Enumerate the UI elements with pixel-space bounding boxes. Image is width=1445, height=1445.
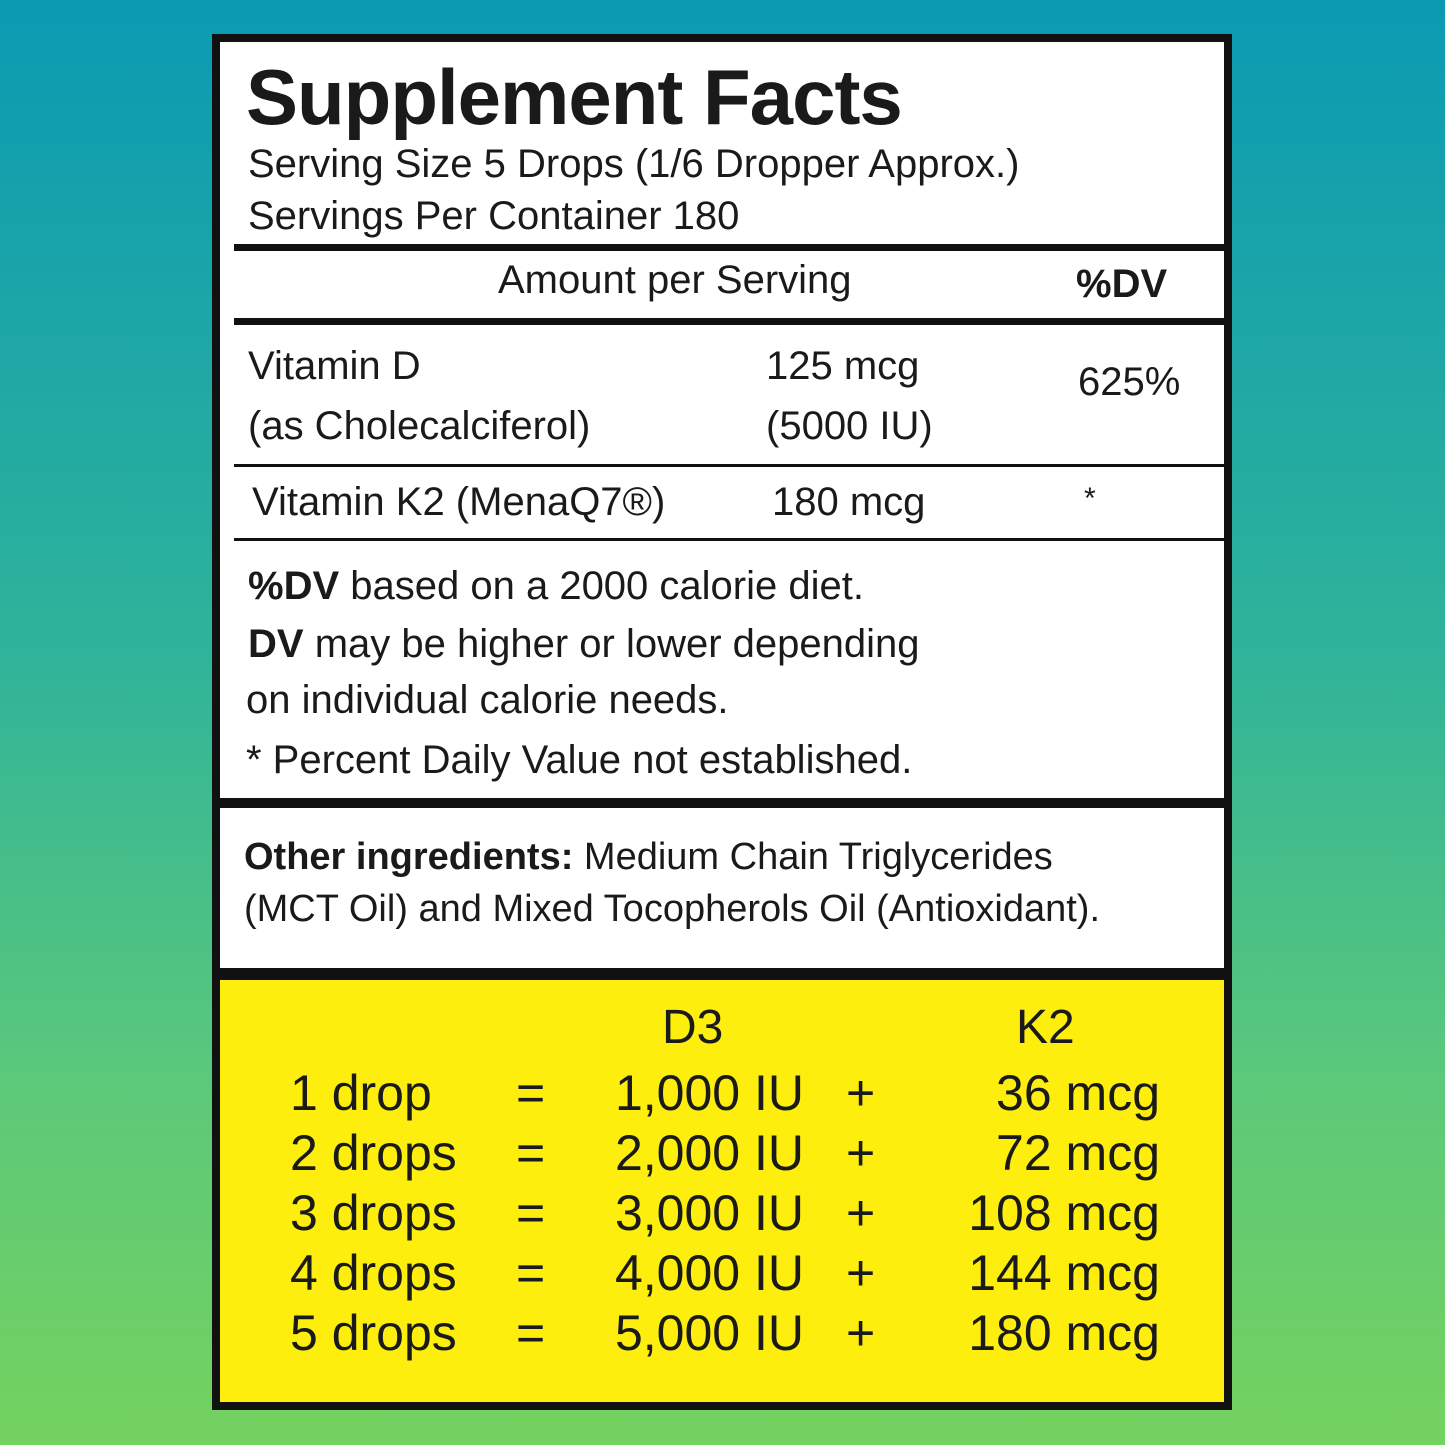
d3-amount: 2,000 IU bbox=[614, 1125, 804, 1181]
k2-header: K2 bbox=[1016, 1001, 1075, 1054]
dv-note-3: on individual calorie needs. bbox=[246, 678, 729, 722]
k2-amount: 180 mcg bbox=[968, 1305, 1160, 1361]
amount-per-serving-header: Amount per Serving bbox=[498, 258, 852, 302]
dosage-row: 1 drop = 1,000 IU + 36 mcg bbox=[220, 1064, 1224, 1124]
equals: = bbox=[516, 1065, 546, 1121]
plus: + bbox=[846, 1125, 876, 1181]
dosage-row: 4 drops = 4,000 IU + 144 mcg bbox=[220, 1244, 1224, 1304]
dosage-row: 5 drops = 5,000 IU + 180 mcg bbox=[220, 1304, 1224, 1364]
label-title: Supplement Facts bbox=[246, 53, 903, 141]
nutrient-name: Vitamin D bbox=[248, 344, 421, 388]
k2-amount: 36 mcg bbox=[996, 1065, 1160, 1121]
divider bbox=[220, 798, 1224, 808]
equals: = bbox=[516, 1305, 546, 1361]
plus: + bbox=[846, 1185, 876, 1241]
k2-amount: 72 mcg bbox=[996, 1125, 1160, 1181]
supplement-facts-label: Supplement Facts Serving Size 5 Drops (1… bbox=[212, 34, 1232, 1410]
dosage-row: 3 drops = 3,000 IU + 108 mcg bbox=[220, 1184, 1224, 1244]
nutrient-dv: * bbox=[1084, 482, 1096, 515]
other-ingredients-line2: (MCT Oil) and Mixed Tocopherols Oil (Ant… bbox=[244, 888, 1101, 930]
serving-size: Serving Size 5 Drops (1/6 Dropper Approx… bbox=[248, 142, 1020, 186]
dv-note-2: DV may be higher or lower depending bbox=[248, 622, 920, 666]
divider bbox=[234, 464, 1224, 467]
dv-note-4: * Percent Daily Value not established. bbox=[246, 738, 913, 782]
d3-amount: 1,000 IU bbox=[614, 1065, 804, 1121]
dv-note-1: %DV based on a 2000 calorie diet. bbox=[248, 564, 864, 608]
drops: 4 drops bbox=[290, 1245, 457, 1301]
plus: + bbox=[846, 1245, 876, 1301]
d3-amount: 3,000 IU bbox=[614, 1185, 804, 1241]
divider bbox=[220, 968, 1224, 980]
k2-amount: 144 mcg bbox=[968, 1245, 1160, 1301]
nutrient-dv: 625% bbox=[1078, 360, 1181, 404]
nutrient-amount-iu: (5000 IU) bbox=[766, 404, 933, 448]
nutrient-name: Vitamin K2 (MenaQ7®) bbox=[252, 480, 666, 524]
equals: = bbox=[516, 1245, 546, 1301]
d3-header: D3 bbox=[662, 1001, 724, 1054]
nutrient-amount: 180 mcg bbox=[772, 480, 926, 524]
other-ingredients-line1: Other ingredients: Medium Chain Triglyce… bbox=[244, 836, 1053, 878]
drops: 3 drops bbox=[290, 1185, 457, 1241]
d3-amount: 5,000 IU bbox=[614, 1305, 804, 1361]
dosage-row: 2 drops = 2,000 IU + 72 mcg bbox=[220, 1124, 1224, 1184]
divider bbox=[234, 318, 1224, 325]
plus: + bbox=[846, 1065, 876, 1121]
drops: 1 drop bbox=[290, 1065, 432, 1121]
equals: = bbox=[516, 1185, 546, 1241]
servings-per-container: Servings Per Container 180 bbox=[248, 194, 740, 238]
d3-amount: 4,000 IU bbox=[614, 1245, 804, 1301]
dv-header: %DV bbox=[1076, 262, 1168, 306]
equals: = bbox=[516, 1125, 546, 1181]
drops: 2 drops bbox=[290, 1125, 457, 1181]
dosage-table: D3 K2 1 drop = 1,000 IU + 36 mcg 2 drops… bbox=[220, 980, 1224, 1402]
nutrient-amount: 125 mcg bbox=[766, 344, 920, 388]
drops: 5 drops bbox=[290, 1305, 457, 1361]
divider bbox=[234, 244, 1224, 251]
k2-amount: 108 mcg bbox=[968, 1185, 1160, 1241]
nutrient-source: (as Cholecalciferol) bbox=[248, 404, 591, 448]
divider bbox=[234, 538, 1224, 541]
plus: + bbox=[846, 1305, 876, 1361]
